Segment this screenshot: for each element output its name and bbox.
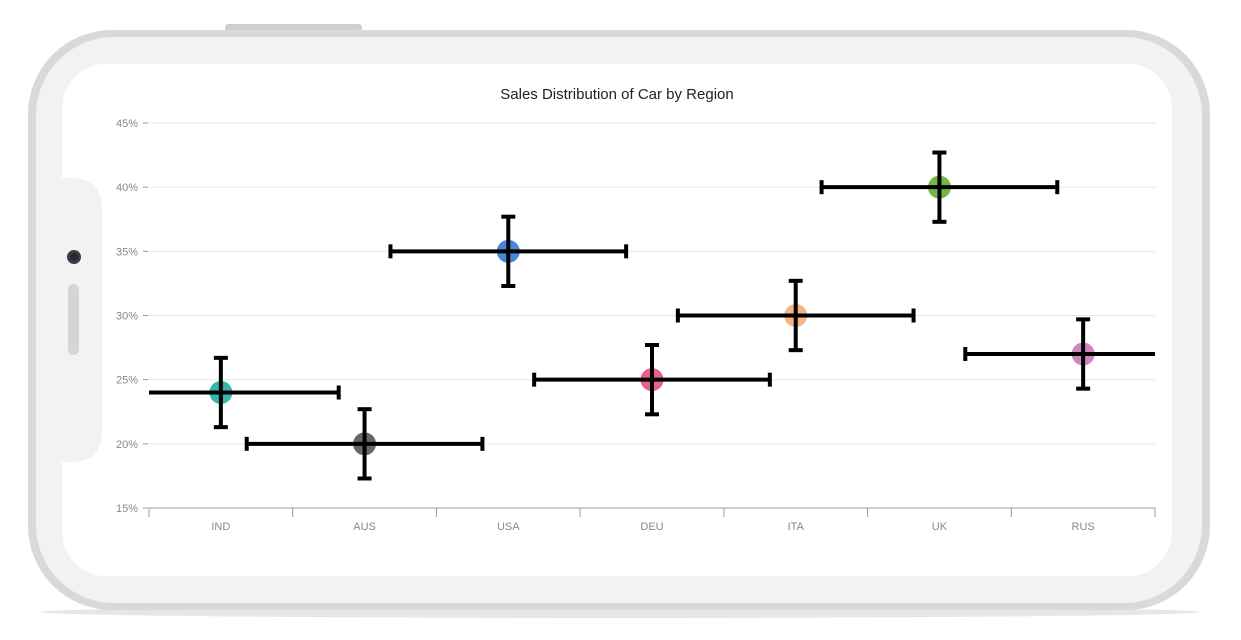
y-tick-label: 20% [116, 439, 138, 451]
x-tick-label: IND [211, 521, 230, 533]
x-tick-label: UK [932, 521, 948, 533]
x-tick-label: DEU [640, 521, 663, 533]
x-tick-label: ITA [788, 521, 805, 533]
chart-plot: 15% 20% 25% 30% 35% 40% 45% IND AUS USA DEU ITA UK RU… [116, 118, 1156, 533]
y-tick-label: 25% [116, 375, 138, 387]
speaker-grille [68, 284, 79, 355]
chart-area: Sales Distribution of Car by Region 15% 2… [62, 64, 1172, 576]
chart-title: Sales Distribution of Car by Region [500, 86, 734, 103]
phone-screen [62, 64, 1172, 576]
y-tick-label: 45% [116, 118, 138, 130]
x-tick-label: USA [497, 521, 520, 533]
x-tick-label: AUS [353, 521, 376, 533]
y-tick-label: 35% [116, 246, 138, 258]
y-tick-label: 30% [116, 311, 138, 323]
y-tick-label: 15% [116, 503, 138, 515]
y-tick-label: 40% [116, 182, 138, 194]
x-tick-label: RUS [1072, 521, 1095, 533]
